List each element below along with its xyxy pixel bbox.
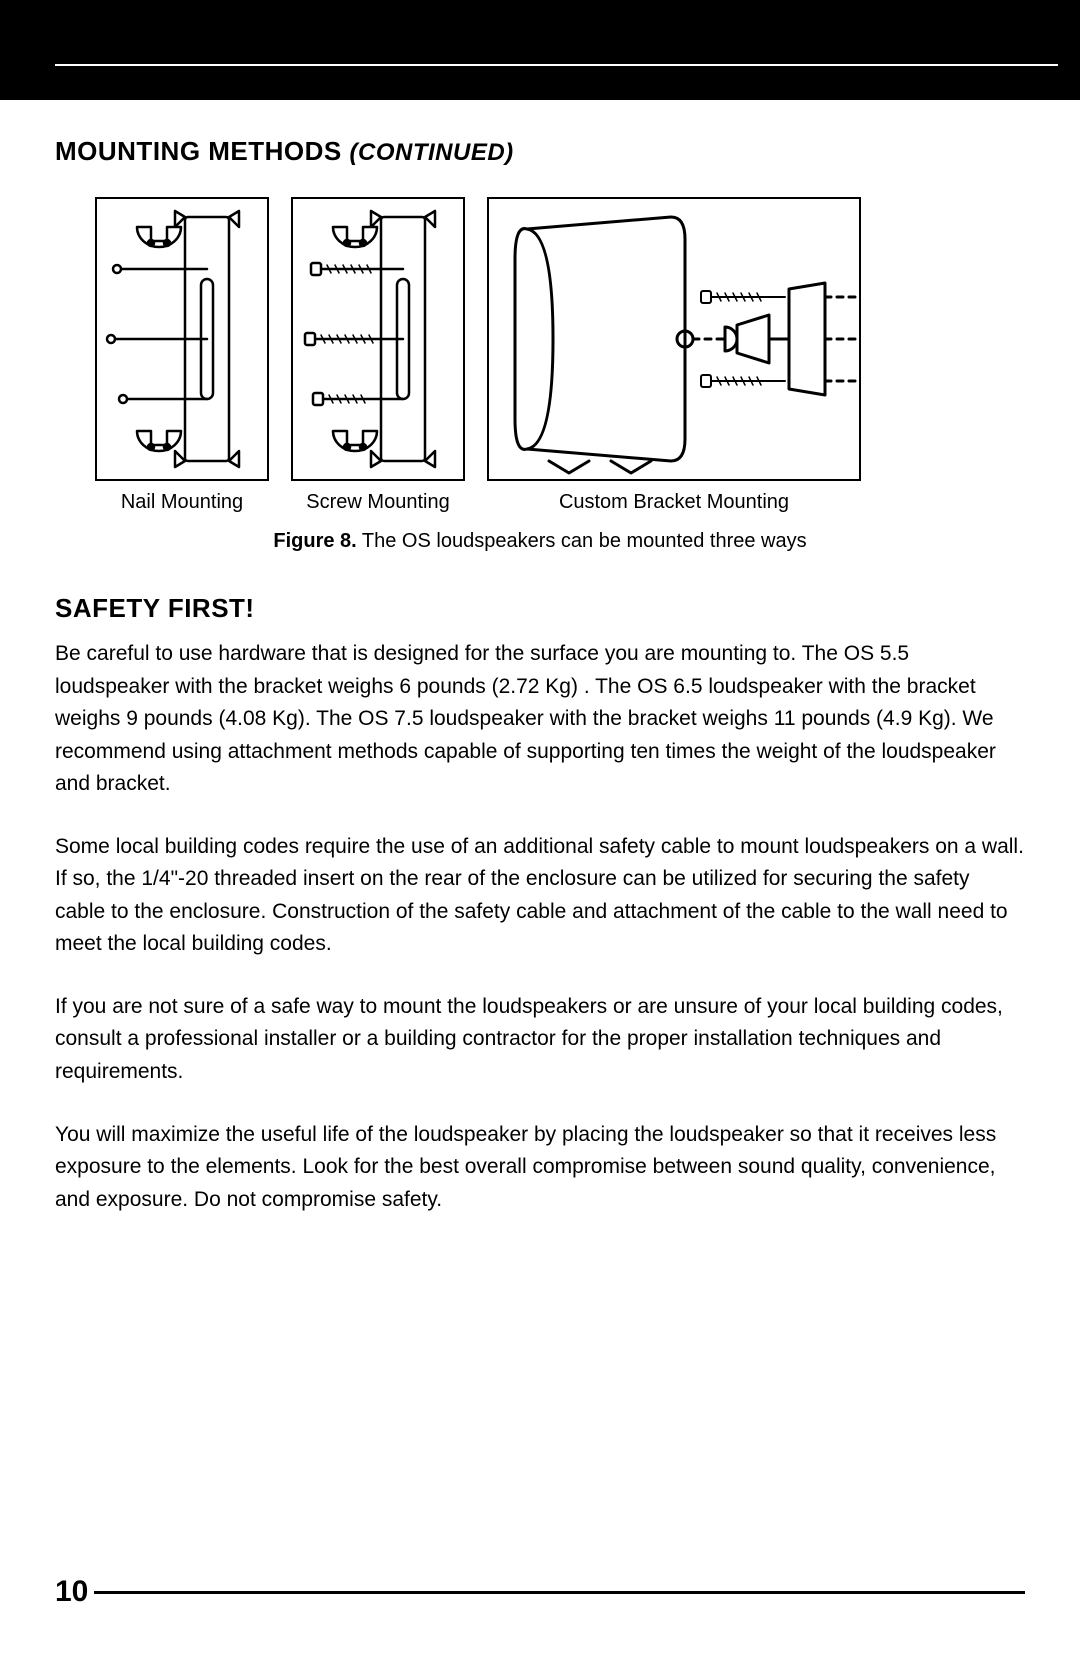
content-area: MOUNTING METHODS (CONTINUED) [0,100,1080,1216]
figure-row: Nail Mounting [55,197,1025,514]
figure-label-nail: Nail Mounting [121,491,243,514]
figure-caption-rest: The OS loudspeakers can be mounted three… [357,530,807,552]
custom-bracket-icon [489,199,859,479]
header-blackbar [0,0,1080,100]
paragraph-3: If you are not sure of a safe way to mou… [55,991,1025,1089]
paragraph-2: Some local building codes require the us… [55,831,1025,961]
screw-mounting-icon [293,199,463,479]
figure-cell-screw: Screw Mounting [291,197,465,514]
figure-box-nail [95,197,269,481]
paragraph-4: You will maximize the useful life of the… [55,1119,1025,1217]
page: MOUNTING METHODS (CONTINUED) [0,0,1080,1669]
figure-cell-nail: Nail Mounting [95,197,269,514]
heading-mounting-continued: (CONTINUED) [350,139,514,166]
figure-box-screw [291,197,465,481]
footer: 10 [55,1575,1025,1609]
header-rule [55,64,1058,66]
footer-rule [94,1591,1025,1594]
heading-mounting: MOUNTING METHODS (CONTINUED) [55,136,1025,167]
paragraph-1: Be careful to use hardware that is desig… [55,638,1025,801]
figure-caption: Figure 8. The OS loudspeakers can be mou… [55,530,1025,553]
figure-box-custom [487,197,861,481]
figure-label-screw: Screw Mounting [306,491,449,514]
heading-mounting-text: MOUNTING METHODS [55,136,342,166]
figure-label-custom: Custom Bracket Mounting [559,491,789,514]
figure-caption-bold: Figure 8. [273,530,356,552]
figure-cell-custom: Custom Bracket Mounting [487,197,861,514]
page-number: 10 [55,1575,88,1609]
heading-safety: SAFETY FIRST! [55,593,1025,624]
nail-mounting-icon [97,199,267,479]
